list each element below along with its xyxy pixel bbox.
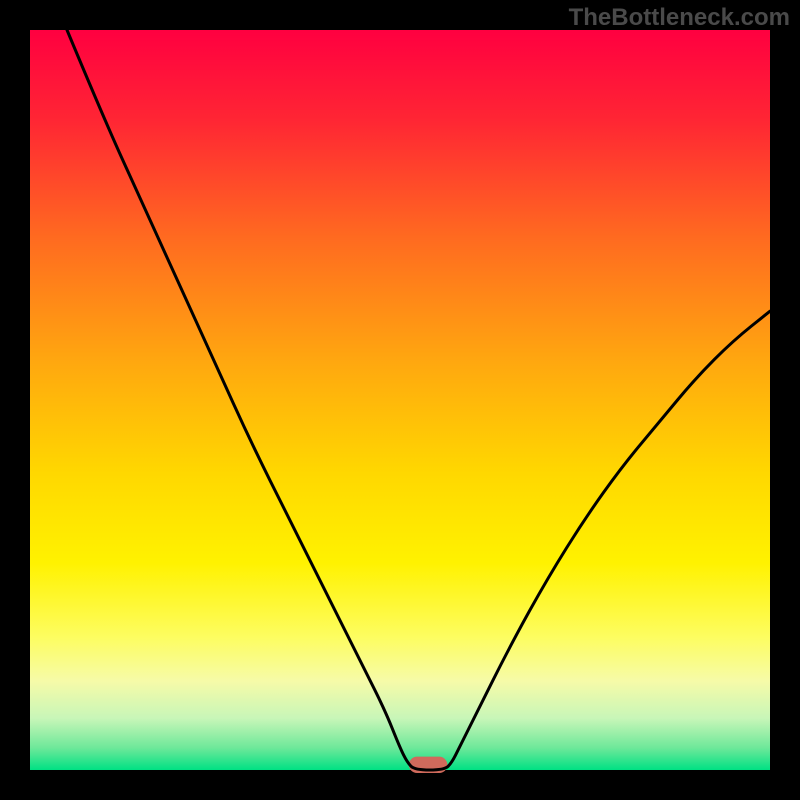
watermark-text: TheBottleneck.com [569,4,790,32]
chart-container: TheBottleneck.com [0,0,800,800]
chart-plot-area [30,30,770,770]
bottleneck-chart-svg [0,0,800,800]
